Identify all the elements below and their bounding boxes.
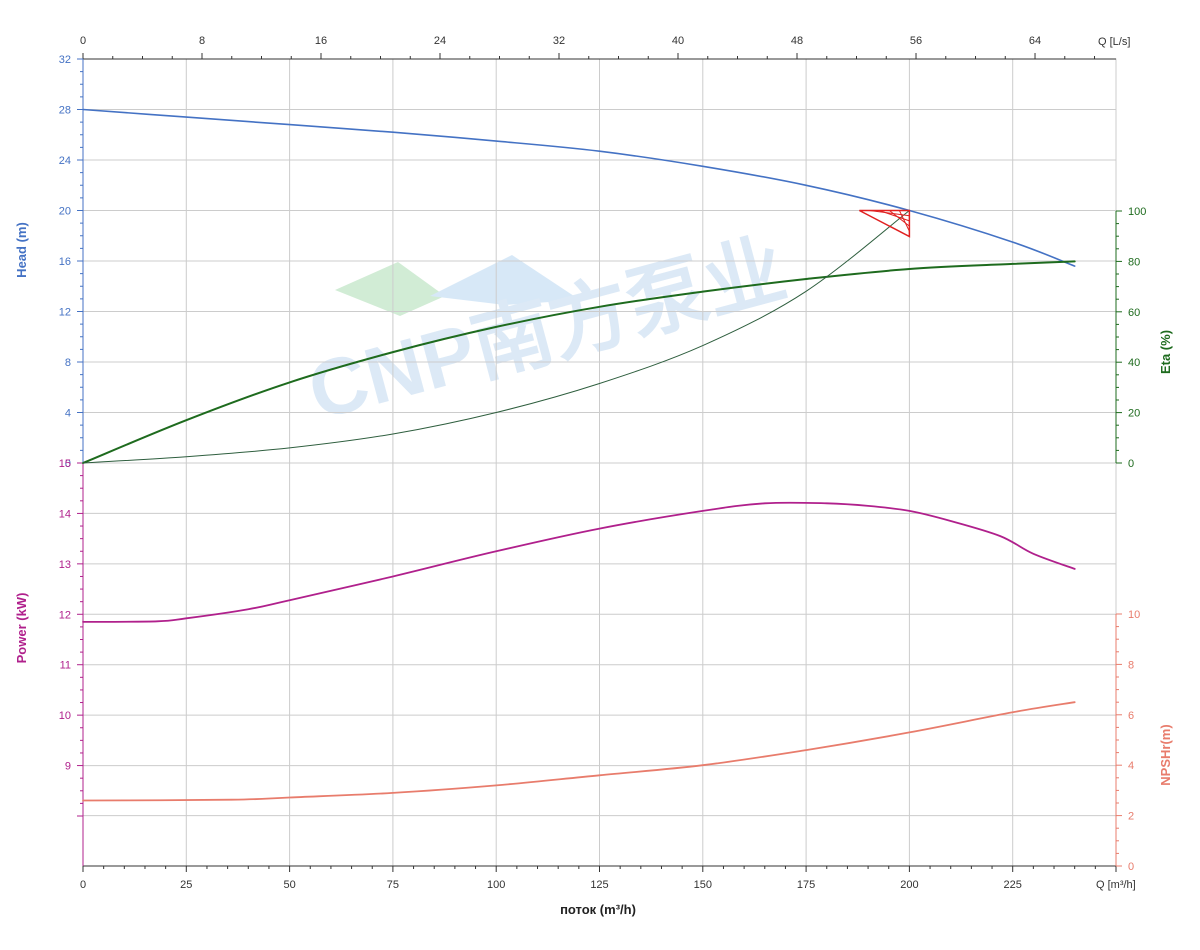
npsh-tick-label: 0 (1128, 861, 1134, 873)
head-curve (82, 108, 1076, 267)
eta-tick-label: 100 (1128, 206, 1146, 218)
x-tick-label: 25 (180, 879, 192, 891)
npsh-curve (82, 701, 1076, 802)
duty-point-hatch (869, 210, 910, 217)
x-tick-label: 50 (283, 879, 295, 891)
eta-tick-label: 60 (1128, 307, 1140, 319)
head-tick-label: 8 (65, 357, 71, 369)
head-tick-label: 16 (59, 256, 71, 268)
head-axis-title: Head (m) (14, 222, 29, 278)
eta-tick-label: 20 (1128, 408, 1140, 420)
axes: 0 25 50 75 100 125 150 175 200 225 0 8 16 24 32 40 48 56… (59, 35, 1147, 891)
x-axis-bottom: 0 25 50 75 100 125 150 175 200 225 (80, 865, 1117, 891)
x-axis-title: поток (m³/h) (560, 902, 636, 917)
eta-tick-label: 40 (1128, 357, 1140, 369)
x-axis-top: 0 8 16 24 32 40 48 56 64 (80, 35, 1116, 60)
npsh-axis-title: NPSHr(m) (1158, 724, 1173, 785)
eta-axis-title: Eta (%) (1158, 330, 1173, 374)
y-axis-power: 9 10 11 12 13 14 15 (59, 458, 84, 866)
eta-curve (82, 260, 1076, 464)
x-tick-label: 175 (797, 879, 815, 891)
x-top-tick-label: 32 (553, 35, 565, 47)
y-axis-npsh: 0 2 4 6 8 10 (1115, 609, 1140, 873)
x-top-tick-label: 64 (1029, 35, 1041, 47)
x-tick-label: 100 (487, 879, 505, 891)
x-top-tick-label: 0 (80, 35, 86, 47)
y-axis-head: 0 4 8 12 16 20 24 28 32 (59, 54, 84, 470)
power-tick-label: 13 (59, 559, 71, 571)
duty-point-hatch (879, 210, 910, 222)
power-tick-label: 15 (59, 458, 71, 470)
series (82, 108, 1076, 802)
npsh-tick-label: 4 (1128, 760, 1134, 772)
npsh-tick-label: 8 (1128, 659, 1134, 671)
eta-tick-label: 0 (1128, 458, 1134, 470)
grid (82, 58, 1117, 867)
duty-point-triangle (859, 209, 911, 238)
power-axis-title: Power (kW) (14, 593, 29, 664)
watermark-mountain-blue (430, 255, 580, 305)
watermark-logo: CNP南方泵业 (299, 224, 794, 437)
head-tick-label: 28 (59, 105, 71, 117)
x-tick-label: 225 (1004, 879, 1022, 891)
power-tick-label: 9 (65, 761, 71, 773)
head-tick-label: 4 (65, 408, 71, 420)
power-tick-label: 11 (60, 660, 71, 672)
power-tick-label: 12 (59, 609, 71, 621)
x-tick-label: 0 (80, 879, 86, 891)
x-tick-label: 200 (900, 879, 918, 891)
x-top-tick-label: 48 (791, 35, 803, 47)
x-top-tick-label: 8 (199, 35, 205, 47)
x-top-tick-label: 16 (315, 35, 327, 47)
power-curve (82, 501, 1076, 623)
npsh-tick-label: 2 (1128, 811, 1134, 823)
head-tick-label: 0 (65, 458, 71, 470)
power-tick-label: 10 (59, 710, 71, 722)
x-tick-label: 150 (694, 879, 712, 891)
system-curve (82, 210, 910, 464)
head-tick-label: 24 (59, 155, 71, 167)
x-top-tick-label: 56 (910, 35, 922, 47)
power-tick-label: 14 (59, 508, 71, 520)
head-tick-label: 20 (59, 206, 71, 218)
duty-point-hatch (898, 210, 910, 232)
head-tick-label: 12 (59, 307, 71, 319)
duty-point-marker (859, 209, 911, 238)
npsh-tick-label: 10 (1128, 609, 1140, 621)
watermark-mountain-green (335, 262, 445, 316)
head-tick-label: 32 (59, 54, 71, 66)
x-tick-label: 125 (590, 879, 608, 891)
x-axis-unit-top: Q [L/s] (1098, 36, 1130, 48)
npsh-tick-label: 6 (1128, 710, 1134, 722)
x-axis-unit-bottom: Q [m³/h] (1096, 879, 1136, 891)
eta-tick-label: 80 (1128, 256, 1140, 268)
x-top-tick-label: 24 (434, 35, 446, 47)
watermark-text: CNP南方泵业 (299, 224, 794, 437)
x-top-tick-label: 40 (672, 35, 684, 47)
x-tick-label: 75 (387, 879, 399, 891)
y-axis-eta: 0 20 40 60 80 100 (1115, 206, 1146, 470)
